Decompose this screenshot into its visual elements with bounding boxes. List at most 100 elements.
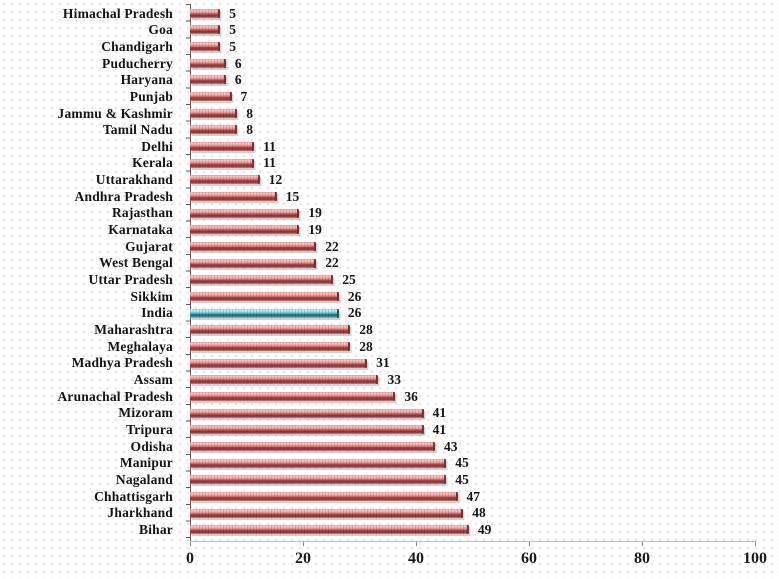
x-axis-tick [416,542,417,546]
bar-row: Tripura 41 [0,421,760,438]
category-label: Haryana [120,72,173,88]
value-label: 47 [466,488,481,504]
bar-row: Puducherry 6 [0,55,760,72]
bar-row: Maharashtra 28 [0,321,760,338]
bar [190,92,232,102]
category-label: Uttar Pradesh [88,272,173,288]
bar [190,225,300,235]
bar-row: Uttar Pradesh 25 [0,272,760,289]
bar-row: Sikkim 26 [0,288,760,305]
value-label: 6 [234,55,242,71]
bar [190,208,300,218]
value-label: 22 [325,255,339,271]
bar-row: Rajasthan 19 [0,205,760,222]
category-label: Assam [133,372,173,388]
bar [190,441,435,451]
bar-row: Delhi 11 [0,138,760,155]
category-label: Meghalaya [107,338,173,354]
bar-row: Chhattisgarh 47 [0,488,760,505]
value-label: 11 [263,155,276,171]
bar-row: Bihar 49 [0,521,760,538]
category-label: Chandigarh [101,38,173,54]
x-axis-tick-label: 40 [408,550,424,567]
bar-row: Goa 5 [0,22,760,39]
bar [190,192,277,202]
bar-row: India 26 [0,305,760,322]
value-label: 8 [246,105,253,121]
bar-rows: Himachal Pradesh 5 Goa 5 Chandigarh 5 Puducher… [0,5,760,538]
value-label: 5 [229,5,236,21]
x-axis-tick [642,542,643,546]
bar [190,8,221,18]
value-label: 22 [325,238,339,254]
x-axis-tick [755,542,756,546]
category-label: Madhya Pradesh [71,355,173,371]
value-label: 33 [387,372,401,388]
bar [190,341,351,351]
bar-row: Nagaland 45 [0,471,760,488]
bar [190,158,255,168]
value-label: 15 [285,188,300,204]
bar [190,325,351,335]
value-label: 48 [472,505,486,521]
category-label: Bihar [138,521,173,537]
category-label: Uttarakhand [95,172,173,188]
category-label: Arunachal Pradesh [57,388,173,404]
category-label: West Bengal [99,255,173,271]
value-label: 19 [308,205,322,221]
bar-row: Manipur 45 [0,455,760,472]
value-label: 41 [432,405,447,421]
bar-row: Madhya Pradesh 31 [0,355,760,372]
category-label: Tripura [126,421,173,437]
x-axis-tick [529,542,530,546]
bar [190,125,238,135]
bar [190,242,317,252]
bar-row: Uttarakhand 12 [0,172,760,189]
category-label: Sikkim [130,288,173,304]
y-axis-line [190,4,191,541]
value-label: 49 [477,521,492,537]
y-axis-ticks [186,4,190,541]
bar [190,408,424,418]
highlight-bar [190,308,339,318]
bar [190,108,238,118]
x-axis-tick-label: 20 [295,550,311,567]
bar-row: Odisha 43 [0,438,760,455]
value-label: 5 [229,22,236,38]
bar [190,42,221,52]
category-label: Nagaland [115,471,173,487]
bar-row: Jharkhand 48 [0,505,760,522]
bar [190,425,424,435]
category-label: India [141,305,173,321]
x-axis-tick-label: 60 [521,550,537,567]
category-label: Jharkhand [107,505,173,521]
bar-row: Himachal Pradesh 5 [0,5,760,22]
x-axis-tick-label: 100 [743,550,767,567]
category-label: Tamil Nadu [102,122,173,138]
category-label: Andhra Pradesh [74,188,173,204]
bar-row: Arunachal Pradesh 36 [0,388,760,405]
x-axis-tick-label: 0 [186,550,194,567]
value-label: 5 [229,38,236,54]
x-axis-tick [303,542,304,546]
bar-row: Chandigarh 5 [0,38,760,55]
value-label: 31 [376,355,390,371]
value-label: 11 [263,138,276,154]
bar-row: Punjab 7 [0,88,760,105]
category-label: Manipur [119,455,173,471]
bar-row: Kerala 11 [0,155,760,172]
bar-row: Meghalaya 28 [0,338,760,355]
bar [190,75,226,85]
bar-row: Haryana 6 [0,72,760,89]
category-label: Kerala [132,155,173,171]
category-label: Maharashtra [94,322,173,338]
bar-row: Tamil Nadu 8 [0,122,760,139]
category-label: Goa [148,22,173,38]
value-label: 36 [404,388,418,404]
category-label: Himachal Pradesh [62,5,173,21]
bar-row: Gujarat 22 [0,238,760,255]
x-axis-tick-label: 80 [634,550,650,567]
bar [190,25,221,35]
bar [190,58,226,68]
bar [190,142,255,152]
